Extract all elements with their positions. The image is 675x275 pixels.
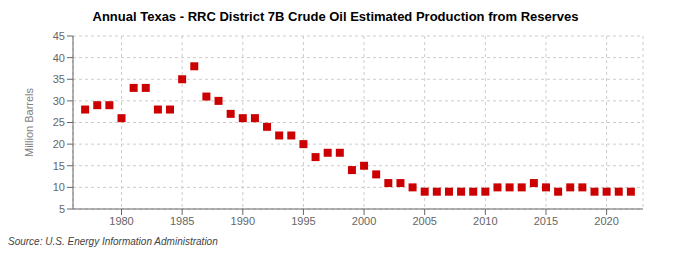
svg-text:40: 40	[53, 52, 65, 64]
svg-text:1990: 1990	[231, 215, 255, 227]
svg-text:Million Barrels: Million Barrels	[23, 87, 35, 157]
svg-text:20: 20	[53, 138, 65, 150]
svg-text:1995: 1995	[291, 215, 315, 227]
svg-text:30: 30	[53, 95, 65, 107]
svg-text:5: 5	[59, 203, 65, 215]
svg-text:35: 35	[53, 73, 65, 85]
html-text:Source: U.S. Energy Informatio: Source: U.S. Energy Information Administ…	[8, 236, 218, 247]
html-text:Annual Texas - RRC District 7B: Annual Texas - RRC District 7B Crude Oil…	[92, 9, 579, 24]
svg-text:45: 45	[53, 30, 65, 42]
svg-text:1980: 1980	[109, 215, 133, 227]
svg-text:15: 15	[53, 160, 65, 172]
svg-text:1985: 1985	[170, 215, 194, 227]
svg-text:2000: 2000	[352, 215, 376, 227]
svg-text:2005: 2005	[412, 215, 436, 227]
svg-text:2010: 2010	[473, 215, 497, 227]
svg-text:2020: 2020	[594, 215, 618, 227]
svg-text:10: 10	[53, 181, 65, 193]
svg-text:25: 25	[53, 116, 65, 128]
svg-text:2015: 2015	[534, 215, 558, 227]
